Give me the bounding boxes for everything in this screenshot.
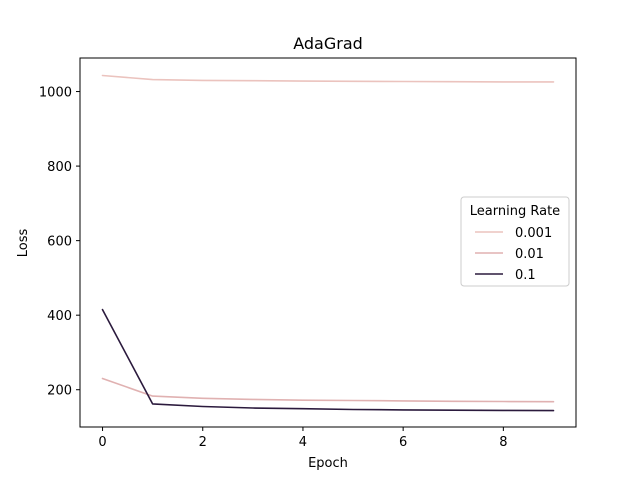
plot-area — [79, 57, 577, 428]
series-line-0 — [101, 74, 555, 83]
y-axis: 200 400 600 800 1000 — [39, 86, 80, 399]
legend-label-2: 0.1 — [515, 268, 536, 283]
y-tick-label: 600 — [47, 235, 72, 250]
series-line-1 — [101, 377, 555, 403]
chart-title: AdaGrad — [293, 34, 363, 53]
x-tick-label: 4 — [299, 435, 307, 450]
x-tick-label: 0 — [98, 435, 106, 450]
x-tick-label: 2 — [199, 435, 207, 450]
legend-label-1: 0.01 — [515, 247, 544, 262]
legend-box — [460, 196, 570, 287]
x-tick-label: 8 — [499, 435, 507, 450]
series-line-2 — [101, 308, 555, 412]
y-axis-label: Loss — [16, 229, 31, 258]
legend-items: 0.001 0.01 0.1 — [475, 226, 552, 283]
x-axis: 0 2 4 6 8 — [98, 427, 507, 450]
legend-title: Learning Rate — [470, 204, 560, 219]
y-tick-label: 1000 — [39, 86, 72, 101]
y-tick-label: 800 — [47, 160, 72, 175]
y-tick-label: 200 — [47, 384, 72, 399]
y-tick-label: 400 — [47, 309, 72, 324]
series-layer — [101, 74, 555, 412]
legend-label-0: 0.001 — [515, 226, 552, 241]
x-axis-label: Epoch — [308, 456, 348, 471]
x-tick-label: 6 — [399, 435, 407, 450]
legend: Learning Rate 0.001 0.01 0.1 — [460, 196, 570, 287]
